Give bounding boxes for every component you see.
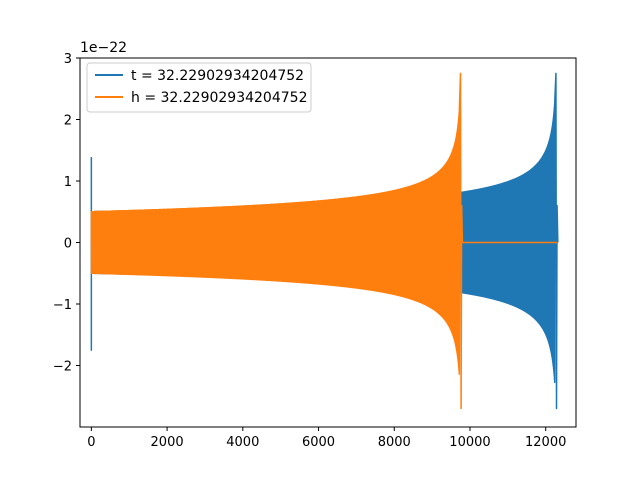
y-offset-text: 1e−22	[80, 40, 127, 56]
y-tick-label: 0	[64, 237, 72, 252]
plot-area	[90, 72, 559, 410]
legend: t = 32.22902934204752 h = 32.22902934204…	[86, 62, 312, 113]
x-tick-label: 8000	[378, 435, 411, 450]
legend-box	[86, 62, 312, 113]
legend-label-t: t = 32.22902934204752	[131, 68, 304, 84]
x-tick-label: 12000	[525, 435, 566, 450]
x-tick-label: 4000	[226, 435, 259, 450]
series-line-h	[90, 72, 558, 410]
y-axis: −2 −1 0 1 2 3	[53, 52, 80, 375]
x-tick-label: 2000	[151, 435, 184, 450]
y-tick-label: −1	[53, 298, 72, 313]
legend-label-h: h = 32.22902934204752	[131, 90, 307, 106]
y-tick-label: 1	[64, 175, 72, 190]
y-tick-label: 2	[64, 114, 72, 129]
y-tick-label: −2	[53, 360, 72, 375]
x-tick-label: 6000	[302, 435, 335, 450]
x-tick-label: 0	[87, 435, 95, 450]
y-tick-label: 3	[64, 52, 72, 67]
x-tick-label: 10000	[449, 435, 490, 450]
x-axis: 0 2000 4000 6000 8000 10000 12000	[87, 427, 566, 450]
